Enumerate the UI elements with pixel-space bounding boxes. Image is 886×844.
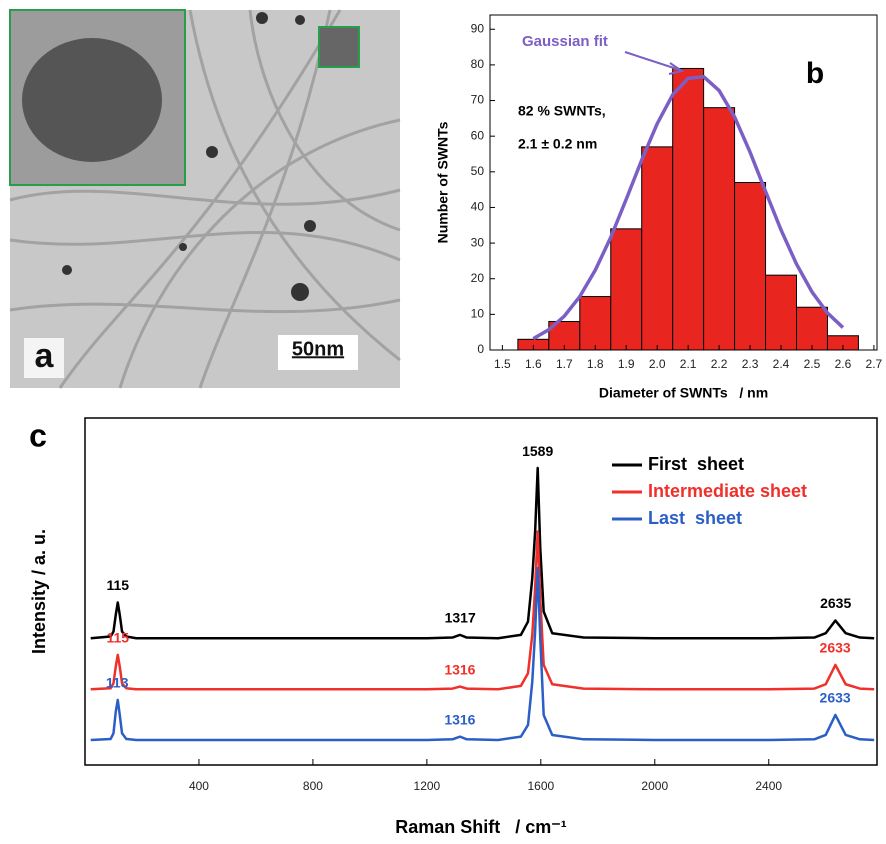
- legend-label: First sheet: [648, 454, 744, 474]
- y-axis-label: Intensity / a. u.: [29, 529, 49, 654]
- peak-label: 115: [106, 630, 129, 646]
- plot-frame: [84, 417, 878, 766]
- legend-label: Last sheet: [648, 508, 742, 528]
- bar: [734, 182, 767, 351]
- x-tick-label: 2.7: [866, 357, 883, 371]
- bar: [672, 67, 705, 351]
- particles: [62, 12, 316, 301]
- scale-bg: [278, 335, 358, 370]
- tube-texture: [9, 9, 401, 389]
- x-tick-label: 1.9: [618, 357, 635, 371]
- y-tick-label: 30: [471, 235, 485, 249]
- spectrum-line: [90, 566, 875, 742]
- y-tick-label: 50: [471, 164, 485, 178]
- x-tick-label: 2.1: [680, 357, 697, 371]
- annotation: 2.1 ± 0.2 nm: [518, 136, 597, 152]
- x-tick-label: 1200: [414, 779, 441, 793]
- x-tick-label: 2.5: [804, 357, 821, 371]
- spectrum-line: [90, 530, 875, 691]
- x-tick-label: 1.5: [494, 357, 511, 371]
- fit-line: [532, 74, 845, 341]
- x-tick-label: 2.3: [742, 357, 759, 371]
- peak-label: 2633: [820, 640, 851, 656]
- x-axis-label: Diameter of SWNTs / nm: [599, 385, 768, 401]
- peak-label: 1317: [445, 610, 476, 626]
- panel-label: b: [806, 57, 824, 90]
- fit-label: Gaussian fit: [522, 33, 608, 50]
- x-tick-label: 1.8: [587, 357, 604, 371]
- y-tick-label: 20: [471, 271, 485, 285]
- x-tick-label: 1600: [527, 779, 554, 793]
- peak-label: 1589: [522, 443, 553, 459]
- x-tick-label: 400: [189, 779, 209, 793]
- bar: [703, 107, 736, 351]
- y-axis-label: Number of SWNTs: [435, 121, 451, 243]
- x-tick-label: 2.6: [835, 357, 852, 371]
- bar: [579, 296, 612, 351]
- annotation: 82 % SWNTs,: [518, 103, 606, 119]
- x-tick-label: 1.6: [525, 357, 542, 371]
- x-tick-label: 2.2: [711, 357, 728, 371]
- x-tick-label: 2.0: [649, 357, 666, 371]
- y-tick-label: 0: [477, 342, 484, 356]
- fit-arrow: [624, 51, 685, 75]
- x-tick-label: 800: [303, 779, 323, 793]
- peak-label: 1316: [444, 711, 475, 727]
- peak-label: 115: [106, 577, 129, 593]
- peak-label: 2635: [820, 595, 851, 611]
- panel-label: c: [29, 417, 47, 453]
- inset-tube: [22, 38, 162, 162]
- tem-image: a 50nm: [9, 9, 401, 389]
- x-tick-label: 2400: [755, 779, 782, 793]
- scale-bar-label: 50nm: [292, 338, 344, 360]
- x-tick-label: 2000: [641, 779, 668, 793]
- y-tick-label: 60: [471, 128, 485, 142]
- inset-marker: [318, 26, 360, 68]
- y-tick-label: 40: [471, 200, 485, 214]
- label-bg: [24, 338, 64, 378]
- peak-label: 2633: [820, 690, 851, 706]
- y-tick-label: 80: [471, 57, 485, 71]
- x-tick-label: 2.4: [773, 357, 790, 371]
- legend-label: Intermediate sheet: [648, 481, 807, 501]
- y-tick-label: 10: [471, 307, 485, 321]
- bar: [641, 146, 674, 351]
- y-tick-label: 90: [471, 21, 485, 35]
- peak-label: 1316: [444, 661, 475, 677]
- spectrum-line: [90, 466, 875, 640]
- bar: [610, 228, 643, 351]
- x-tick-label: 1.7: [556, 357, 573, 371]
- panel-label: a: [35, 337, 55, 375]
- x-axis-label: Raman Shift / cm⁻¹: [395, 817, 567, 837]
- y-tick-label: 70: [471, 93, 485, 107]
- bar: [765, 274, 798, 351]
- peak-label: 113: [106, 675, 129, 691]
- bar: [796, 306, 828, 351]
